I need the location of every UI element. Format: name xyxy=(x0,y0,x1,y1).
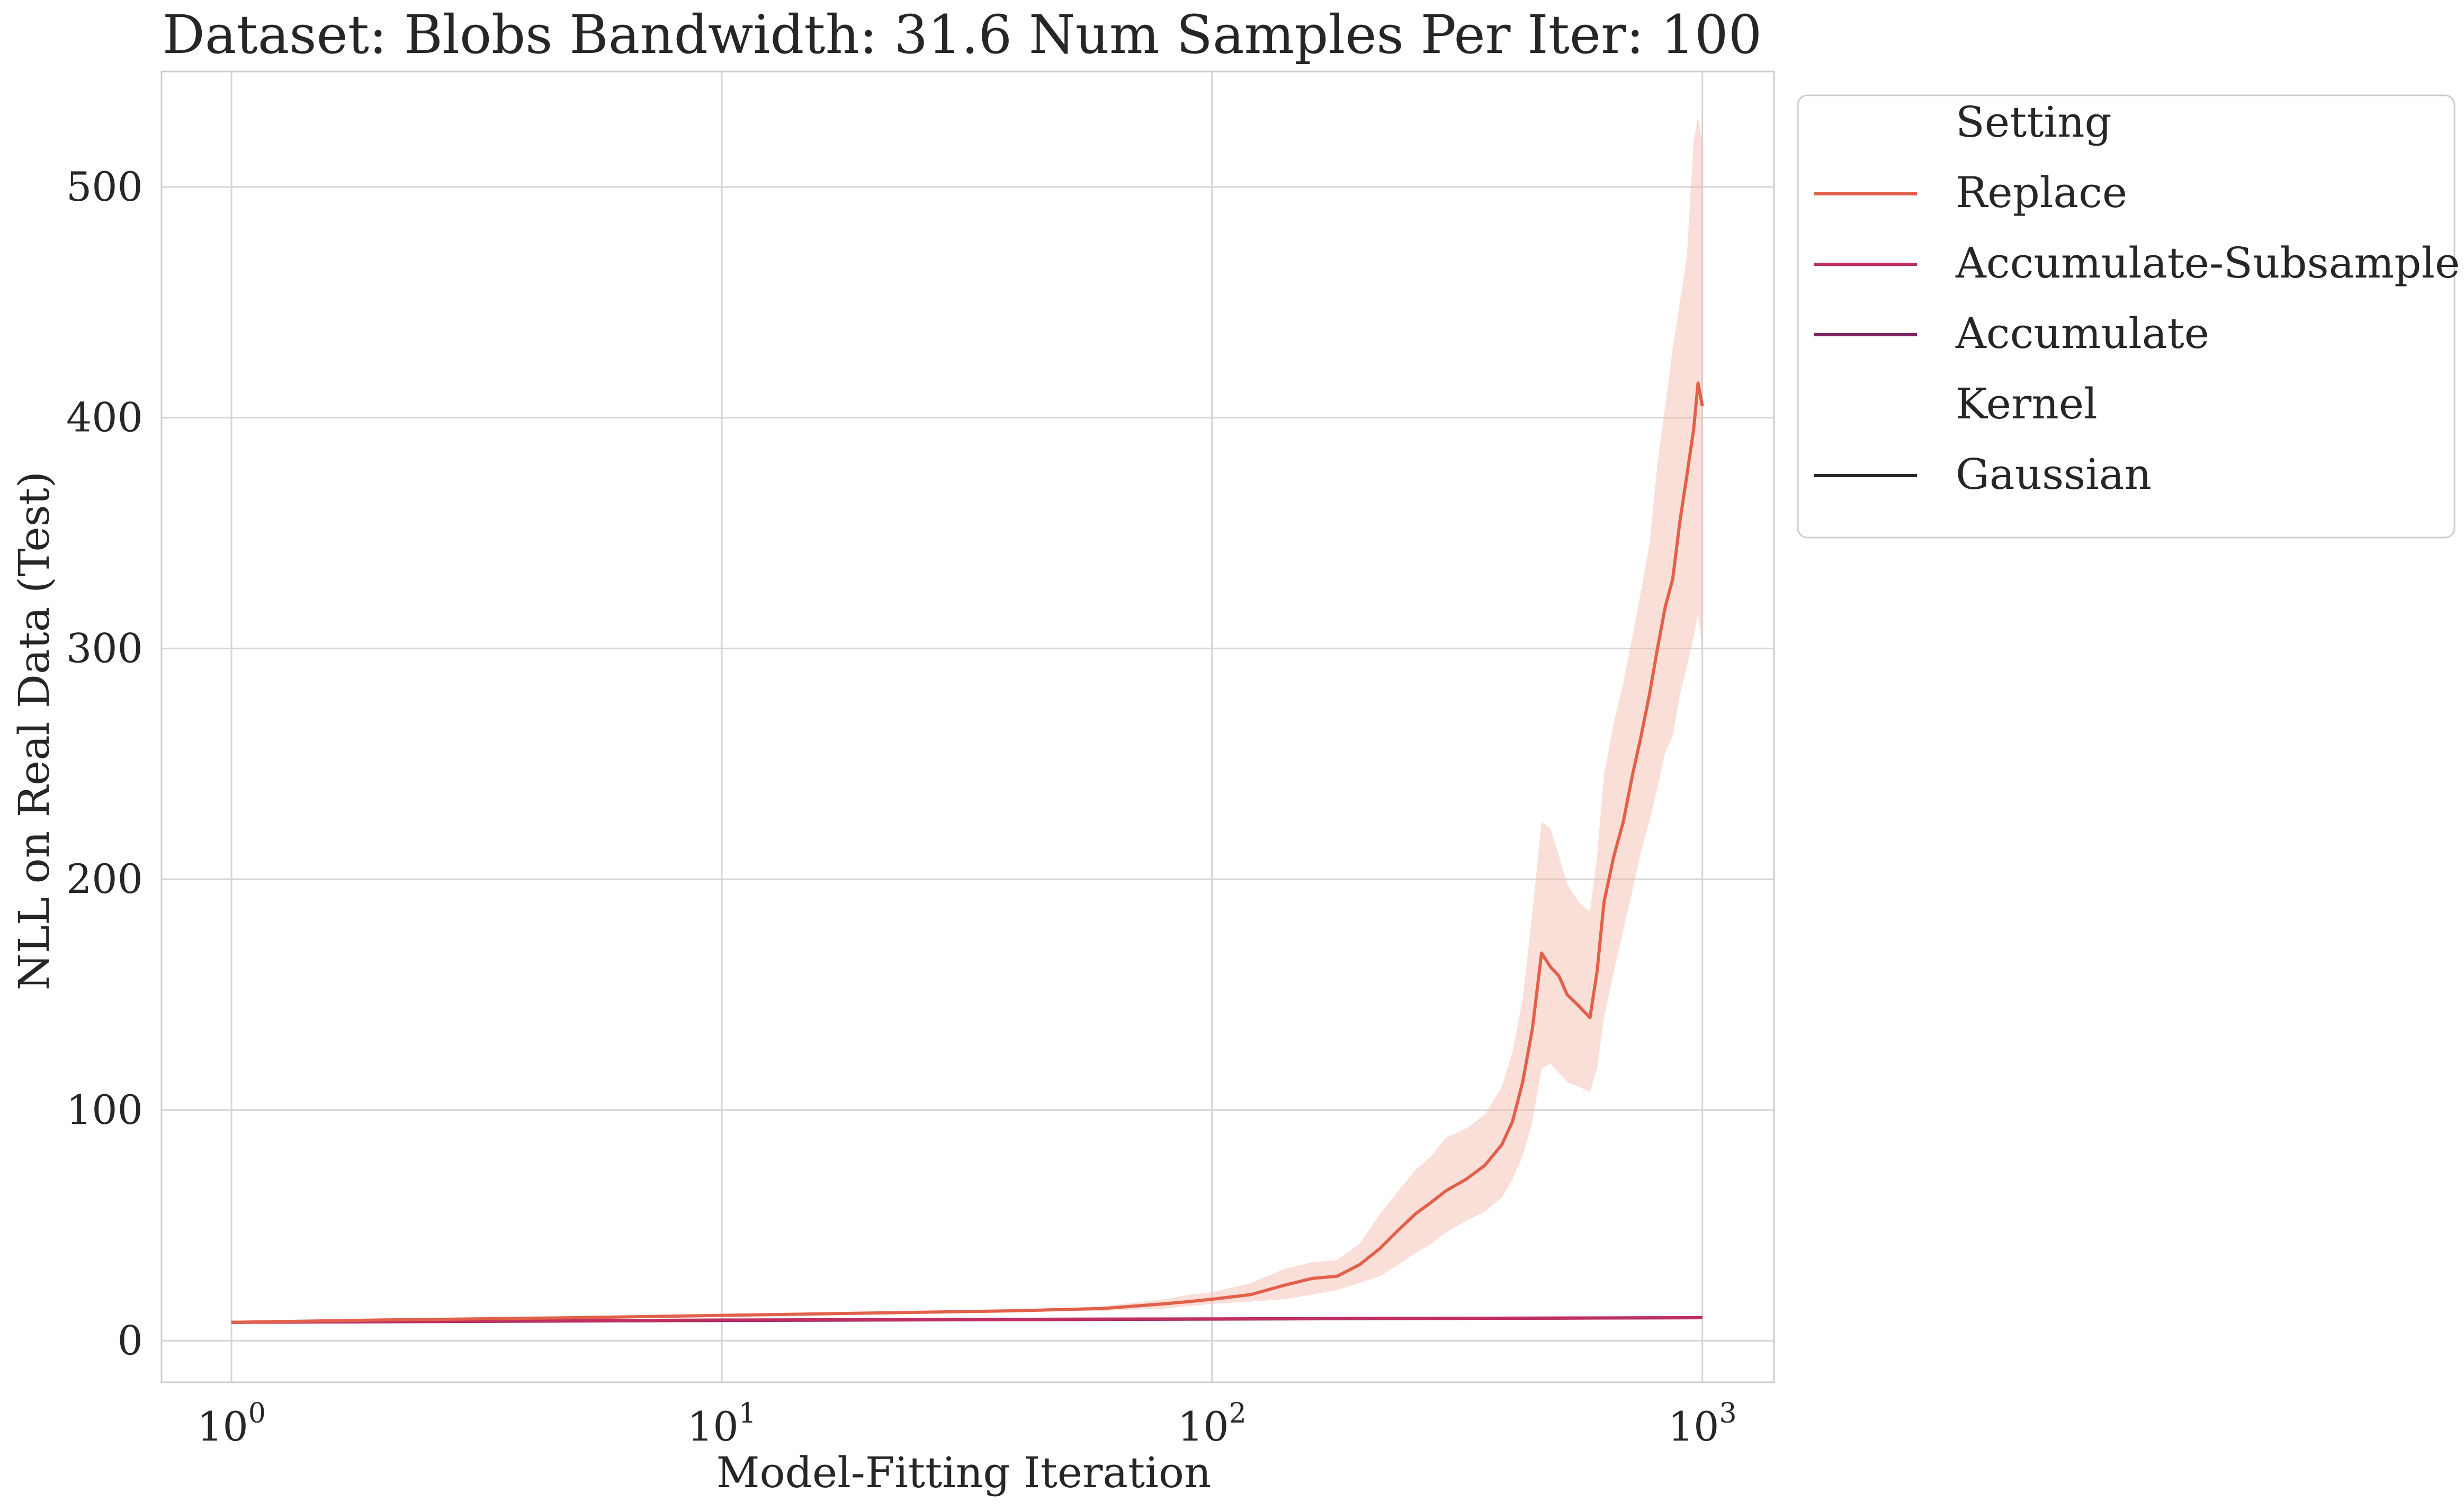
legend: Setting Replace Accumulate-Subsample Accumu… xyxy=(1797,94,2460,539)
x-axis-label: Model-Fitting Iteration xyxy=(716,1448,1212,1497)
plot-frame xyxy=(160,70,1775,1383)
y-tick-labels: 0 100 200 300 400 500 xyxy=(66,163,143,1364)
legend-label: Gaussian xyxy=(1956,450,2152,499)
x-tick-exponent: 2 xyxy=(1229,1398,1247,1429)
plot-area xyxy=(160,70,1775,1383)
y-axis-label: NLL on Real Data (Test) xyxy=(10,471,59,990)
confidence-band xyxy=(231,118,1703,1322)
series-line xyxy=(231,1316,1703,1324)
x-tick-base: 10 xyxy=(1668,1403,1719,1450)
legend-frame xyxy=(1797,94,2456,539)
y-tick-label: 100 xyxy=(66,1086,143,1133)
series-line xyxy=(231,381,1704,1324)
legend-label: Accumulate xyxy=(1955,309,2209,358)
x-tick-base: 10 xyxy=(1178,1403,1229,1450)
y-tick-label: 500 xyxy=(66,163,143,210)
y-tick-label: 400 xyxy=(66,394,143,441)
x-tick-label: 100 xyxy=(197,1398,266,1450)
x-tick-label: 103 xyxy=(1668,1398,1737,1450)
y-tick-label: 200 xyxy=(66,855,143,902)
x-tick-label: 102 xyxy=(1178,1398,1247,1450)
x-tick-labels: 100 101 102 103 xyxy=(197,1398,1736,1450)
legend-label: Accumulate-Subsample xyxy=(1955,238,2460,288)
series-lines xyxy=(231,381,1704,1324)
y-tick-label: 0 xyxy=(118,1317,143,1364)
legend-heading: Setting xyxy=(1956,97,2112,147)
x-tick-base: 10 xyxy=(687,1403,739,1450)
legend-label: Replace xyxy=(1956,168,2127,217)
y-tick-label: 300 xyxy=(66,624,143,672)
x-tick-label: 101 xyxy=(687,1398,756,1450)
confidence-bands xyxy=(231,118,1703,1322)
x-tick-exponent: 1 xyxy=(739,1398,756,1429)
x-tick-exponent: 0 xyxy=(248,1398,266,1429)
legend-entries: Setting Replace Accumulate-Subsample Accumu… xyxy=(1814,97,2460,499)
chart-title: Dataset: Blobs Bandwidth: 31.6 Num Sampl… xyxy=(163,4,1762,66)
x-tick-exponent: 3 xyxy=(1719,1398,1737,1429)
grid xyxy=(162,71,1774,1382)
legend-heading: Kernel xyxy=(1956,379,2098,428)
x-tick-base: 10 xyxy=(197,1403,248,1450)
